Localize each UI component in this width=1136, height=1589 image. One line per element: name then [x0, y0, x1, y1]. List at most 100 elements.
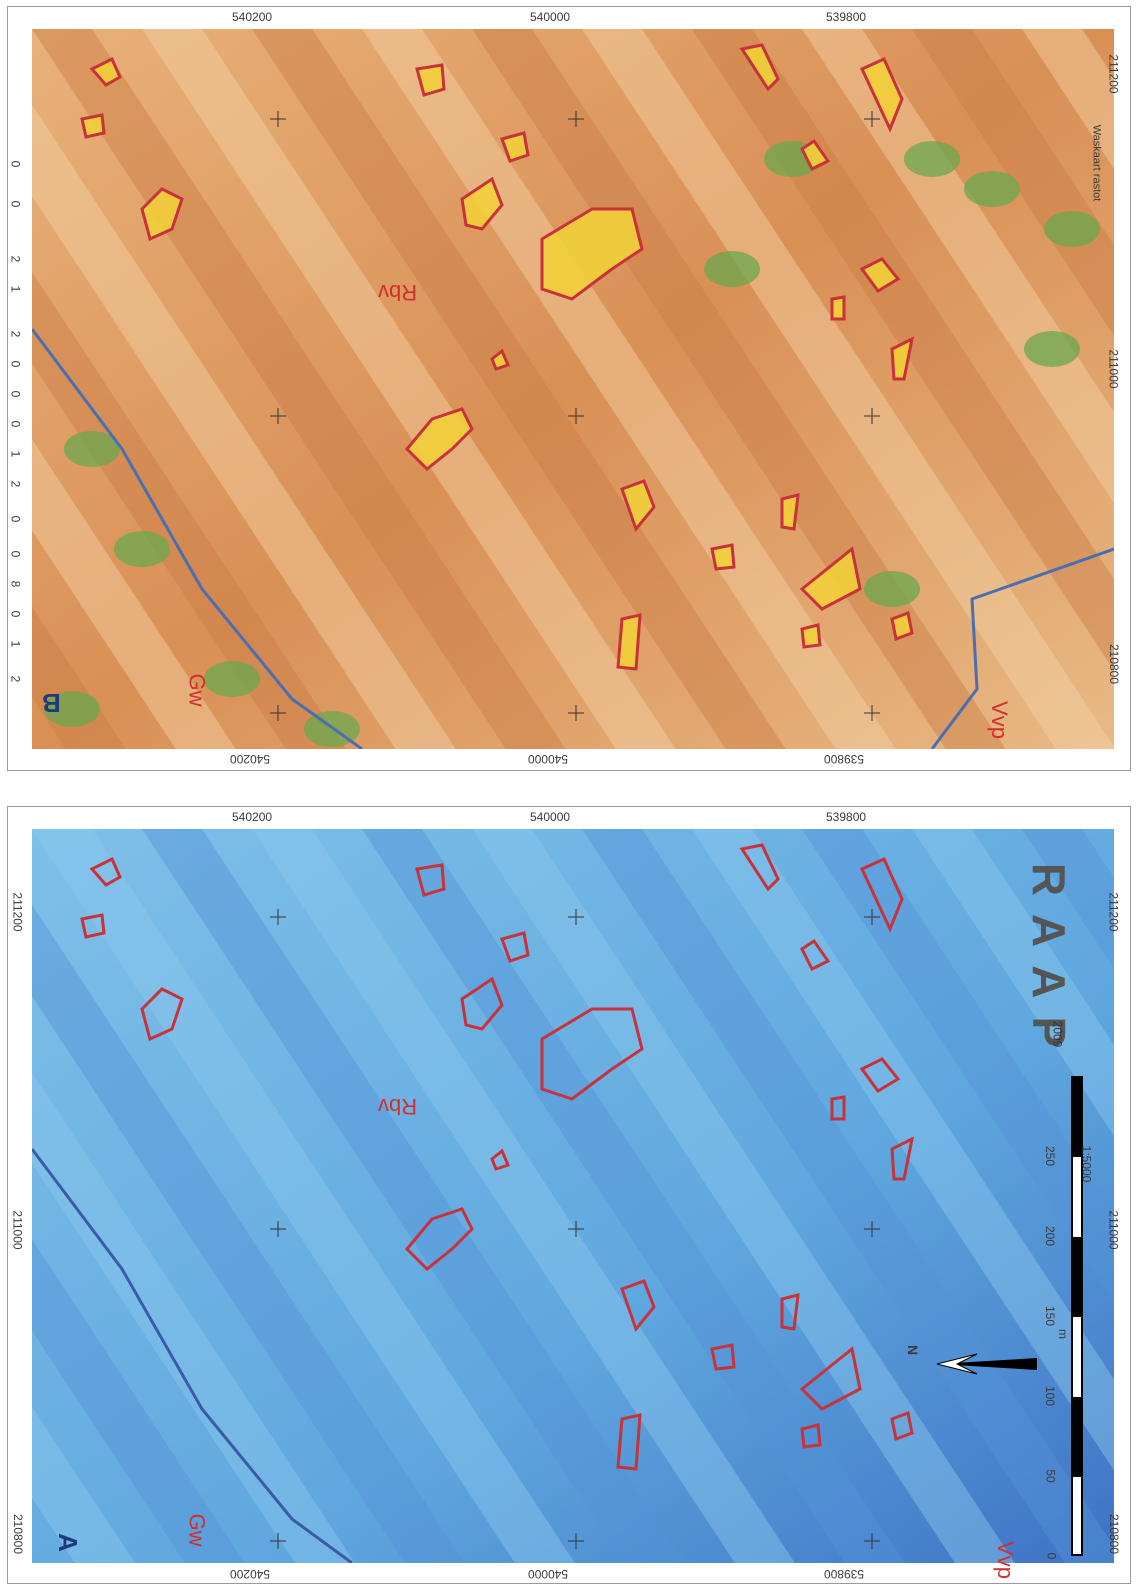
scale-ratio: 1:5000: [1079, 1145, 1094, 1183]
feature-outline: [710, 543, 736, 571]
feature-outline: [415, 863, 446, 897]
left-tick: 2: [8, 255, 23, 263]
feature-outline: [404, 1207, 474, 1272]
feature-outline: [800, 623, 822, 649]
unit-label-rbv: Rbv: [378, 1094, 418, 1119]
top-tick: 540200: [232, 810, 273, 824]
left-tick: 2: [8, 675, 23, 683]
feature-outline: [540, 207, 644, 301]
panel-a: A Gw Rbv Vvp 540200 540000 539800 540200…: [7, 806, 1131, 1584]
bottom-tick: 539800: [824, 1567, 865, 1581]
top-tick: 540000: [530, 10, 571, 24]
bottom-tick: 540200: [230, 1567, 271, 1581]
left-tick: 1: [8, 640, 23, 648]
boundary-line: [32, 1148, 353, 1563]
feature-outline: [860, 857, 904, 933]
feature-outline: [616, 613, 642, 671]
right-tick: 210800: [1107, 1513, 1122, 1555]
feature-outline: [80, 913, 106, 939]
left-tick: 1: [8, 285, 23, 293]
feature-outline: [404, 407, 474, 472]
feature-outline: [890, 1136, 915, 1181]
bottom-tick: 539800: [824, 752, 865, 766]
right-tick: 211000: [1106, 1210, 1121, 1250]
unit-label-vvp: Vvp: [992, 1541, 1018, 1579]
left-tick: 2: [8, 480, 23, 488]
feature-outline: [620, 1279, 656, 1333]
north-label: N: [905, 1344, 922, 1356]
feature-outline: [89, 856, 122, 887]
left-tick: 0: [8, 550, 23, 558]
feature-outline: [780, 493, 800, 531]
scale-label: 150: [1043, 1305, 1058, 1327]
right-tick: 211000: [1106, 349, 1121, 389]
scale-label: 250: [1043, 1145, 1058, 1167]
credit-text: Waskaart rastot: [1090, 124, 1103, 202]
feature-outline: [830, 295, 846, 321]
feature-outline: [799, 1346, 862, 1411]
left-tick: 1: [8, 450, 23, 458]
left-tick: 0: [8, 360, 23, 368]
feature-outline: [490, 348, 511, 371]
left-tick: 211000: [10, 1210, 25, 1250]
boundary-line: [32, 328, 363, 749]
logo-text: RAAP: [1023, 862, 1076, 1066]
left-tick: 2: [8, 330, 23, 338]
unit-label-vvp: Vvp: [986, 701, 1012, 739]
scale-label: 0: [1044, 1552, 1059, 1560]
panel-letter: A: [52, 1533, 83, 1552]
top-tick: 539800: [826, 810, 867, 824]
logo-year: 2009: [1050, 1020, 1065, 1048]
unit-label-gw: Gw: [184, 673, 210, 707]
feature-outline: [739, 843, 780, 892]
left-tick: 0: [8, 610, 23, 618]
feature-outline: [415, 63, 446, 97]
feature-outline: [140, 987, 184, 1042]
feature-outline: [500, 131, 530, 163]
scale-unit: m: [1056, 1329, 1070, 1339]
feature-outline: [800, 1423, 822, 1449]
top-tick: 539800: [826, 10, 867, 24]
feature-outline: [80, 113, 106, 139]
left-tick: 210800: [11, 1513, 26, 1555]
scale-label: 100: [1043, 1385, 1058, 1407]
left-tick: 8: [8, 580, 23, 588]
right-tick: 210800: [1107, 643, 1122, 685]
feature-outline: [800, 938, 831, 972]
feature-outline: [780, 1293, 800, 1331]
raap-logo: RAAP 2009: [1008, 847, 1088, 1067]
scale-bar: [1071, 1076, 1083, 1556]
feature-outline: [620, 479, 656, 533]
right-tick: 211200: [1106, 54, 1121, 94]
scale-label: 200: [1043, 1225, 1058, 1247]
feature-outline: [500, 931, 530, 963]
left-tick: 0: [8, 200, 23, 208]
feature-outline: [739, 43, 780, 92]
boundary-line: [930, 547, 1114, 749]
left-tick: 0: [8, 160, 23, 168]
feature-outline: [616, 1413, 642, 1471]
panel-b: B Gw Rbv Vvp 540200 540000 539800 540200…: [7, 6, 1131, 771]
bottom-tick: 540000: [528, 1567, 569, 1581]
feature-outline: [460, 176, 504, 231]
north-arrow: [936, 1353, 1037, 1375]
left-tick: 0: [8, 390, 23, 398]
map-a-raster: [32, 829, 1114, 1563]
feature-outline: [859, 257, 901, 293]
feature-outline: [799, 546, 862, 611]
feature-outline: [860, 57, 904, 133]
left-tick: 211200: [10, 892, 25, 932]
map-b-raster: [32, 29, 1114, 749]
feature-outline: [890, 336, 915, 381]
scale-label: 50: [1043, 1469, 1058, 1483]
feature-outline: [890, 610, 914, 642]
unit-label-rbv: Rbv: [378, 280, 418, 305]
feature-outline: [890, 1410, 914, 1442]
feature-outline: [490, 1148, 511, 1171]
bottom-tick: 540200: [230, 752, 271, 766]
top-tick: 540000: [530, 810, 571, 824]
feature-outline: [540, 1007, 644, 1101]
left-tick: 0: [8, 515, 23, 523]
feature-outline: [859, 1057, 901, 1093]
left-tick: 0: [8, 420, 23, 428]
